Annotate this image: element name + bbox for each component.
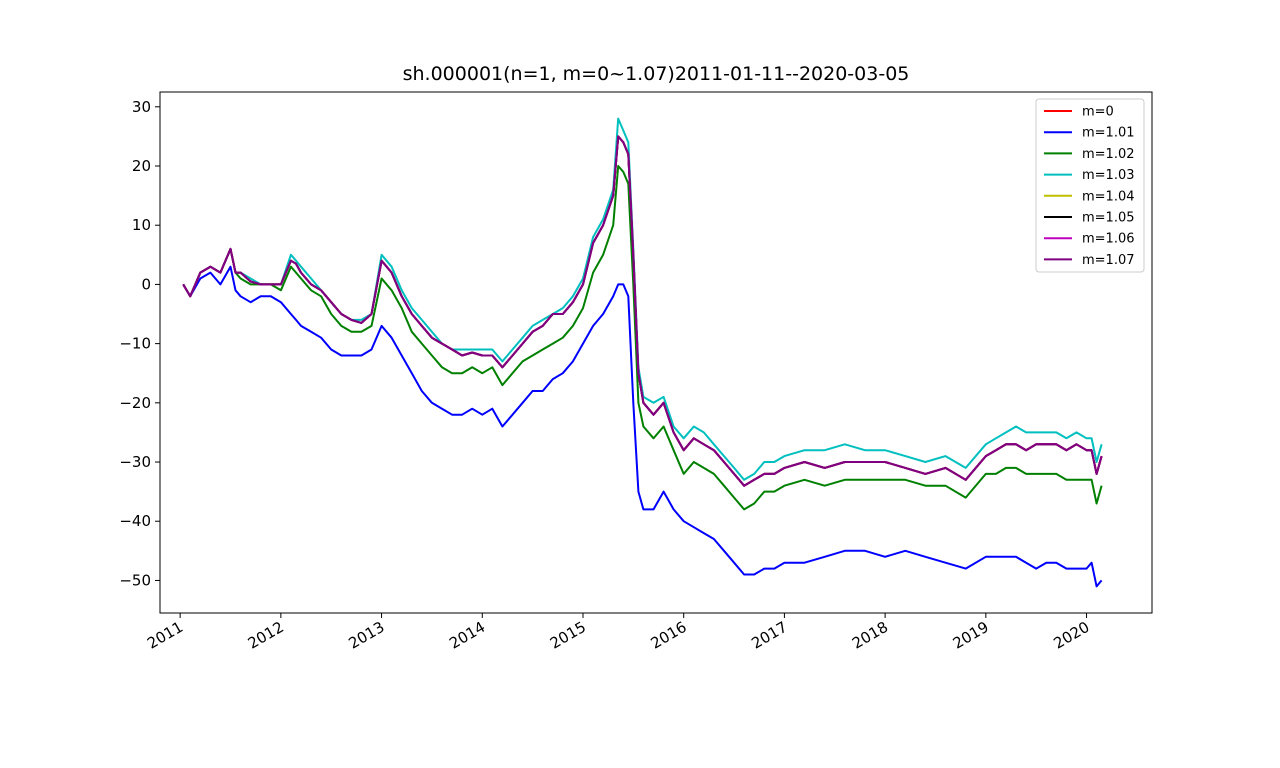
y-tick-label: −10 xyxy=(119,335,151,353)
series-line-4 xyxy=(182,117,1103,481)
y-tick-label: 20 xyxy=(132,157,151,175)
plot-area-frame xyxy=(159,91,1153,614)
y-tick-label: −30 xyxy=(119,453,151,471)
legend-label-1: m=0 xyxy=(1082,105,1114,120)
y-tick-label: 0 xyxy=(141,275,151,293)
series-layer xyxy=(182,117,1103,588)
legend-label-8: m=1.07 xyxy=(1082,253,1135,268)
legend-label-3: m=1.02 xyxy=(1082,147,1135,162)
legend-label-7: m=1.06 xyxy=(1082,232,1135,247)
y-tick-label: 10 xyxy=(132,216,151,234)
y-tick-label: −40 xyxy=(119,512,151,530)
legend: m=0 m=1.01 m=1.02 m=1.03 m=1.04 m=1.05 m=1.06 m… xyxy=(1035,98,1145,273)
y-tick-label: −50 xyxy=(119,571,151,589)
legend-label-5: m=1.04 xyxy=(1082,189,1135,204)
y-tick-label: 30 xyxy=(132,98,151,116)
legend-label-4: m=1.03 xyxy=(1082,168,1135,183)
series-line-3 xyxy=(182,165,1103,511)
chart-title: sh.000001(n=1, m=0~1.07)2011-01-11--2020… xyxy=(403,63,910,85)
series-line-2 xyxy=(182,265,1103,588)
y-tick-label: −20 xyxy=(119,394,151,412)
y-axis: 30 20 10 0 −10 −20 −30 −40 −50 xyxy=(119,98,160,589)
legend-label-6: m=1.05 xyxy=(1082,211,1135,226)
legend-box xyxy=(1035,98,1145,273)
series-line-8 xyxy=(182,135,1103,487)
legend-label-2: m=1.01 xyxy=(1082,126,1135,141)
